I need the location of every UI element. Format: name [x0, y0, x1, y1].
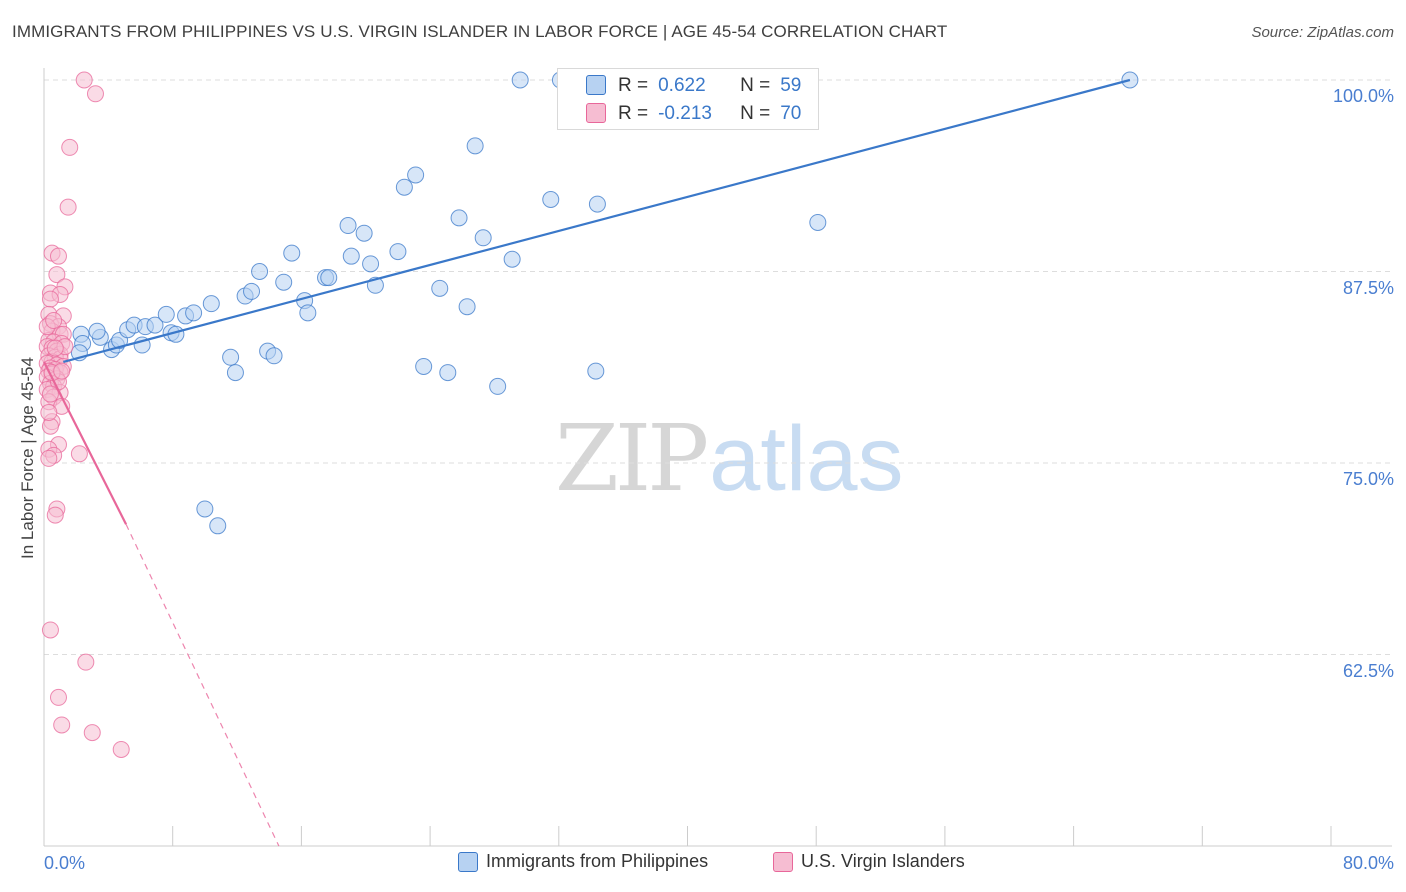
legend-swatch-pink [586, 103, 606, 123]
x-tick-label-min: 0.0% [44, 853, 86, 873]
legend-r-label: R = [618, 75, 649, 96]
data-point-blue [283, 244, 301, 262]
series-legend: Immigrants from Philippines U.S. Virgin … [0, 851, 1406, 877]
data-point-pink [41, 621, 59, 639]
data-point-blue [503, 250, 521, 268]
data-point-blue [339, 217, 357, 235]
data-point-blue [809, 213, 827, 231]
y-tick-label-87-5: 87.5% [1342, 278, 1394, 298]
data-point-pink [40, 449, 58, 467]
data-point-blue [157, 305, 175, 323]
data-point-pink [49, 688, 67, 706]
trend-line-pink [43, 361, 128, 525]
data-point-blue [185, 304, 203, 322]
data-point-blue [542, 190, 560, 208]
data-point-pink [53, 362, 71, 380]
y-axis-label: In Labor Force | Age 45-54 [18, 357, 37, 559]
data-point-blue [146, 316, 164, 334]
data-point-blue [222, 348, 240, 366]
source-credit: Source: ZipAtlas.com [1251, 24, 1394, 41]
data-point-blue [474, 229, 492, 247]
data-point-blue [251, 263, 269, 280]
data-point-blue [320, 269, 338, 287]
legend-r-label: R = [618, 103, 649, 124]
data-point-blue [299, 304, 317, 322]
data-point-blue [489, 377, 507, 395]
data-point-pink [49, 247, 67, 265]
data-point-pink [77, 653, 95, 671]
legend-swatch-blue [586, 75, 606, 95]
trend-line-extension-pink [125, 524, 280, 847]
watermark: ZIPatlas [555, 405, 904, 512]
series-swatch-pink [773, 851, 793, 872]
data-point-blue [450, 209, 468, 227]
data-point-blue [265, 347, 283, 365]
legend-n-label: N = [740, 75, 771, 96]
legend-r-value: 0.622 [658, 75, 706, 96]
data-point-blue [243, 282, 261, 300]
data-point-blue [389, 243, 407, 261]
series-legend-label: Immigrants from Philippines [486, 851, 709, 871]
data-point-blue [407, 166, 425, 184]
data-point-pink [41, 290, 59, 308]
data-point-pink [61, 138, 79, 156]
data-point-pink [75, 71, 93, 89]
legend-n-label: N = [740, 103, 771, 124]
data-point-blue [587, 362, 605, 380]
y-tick-label-62-5: 62.5% [1342, 661, 1394, 681]
legend-row-pink: R = -0.213 N = 70 [618, 101, 801, 127]
data-point-blue [226, 364, 244, 382]
legend-r-value: -0.213 [658, 103, 712, 124]
y-tick-label-100: 100.0% [1332, 86, 1394, 106]
data-point-blue [588, 195, 606, 213]
data-point-pink [40, 403, 58, 421]
series-legend-item-philippines[interactable]: Immigrants from Philippines [458, 851, 708, 872]
data-point-pink [46, 506, 64, 524]
legend-row-blue: R = 0.622 N = 59 [618, 73, 801, 99]
data-point-pink [45, 312, 63, 330]
data-point-pink [41, 385, 59, 403]
data-point-blue [458, 298, 476, 316]
watermark-zip: ZIP [555, 405, 709, 512]
data-point-blue [431, 279, 449, 297]
y-tick-label-75: 75.0% [1342, 469, 1394, 489]
data-point-pink [70, 445, 88, 463]
x-tick-label-max: 80.0% [1342, 853, 1394, 873]
data-point-blue [511, 71, 529, 89]
data-point-blue [395, 178, 413, 196]
data-point-blue [415, 357, 433, 375]
data-point-pink [86, 85, 104, 103]
trend-line-blue [63, 78, 1131, 363]
data-point-pink [112, 740, 130, 758]
data-point-blue [196, 500, 214, 518]
series-swatch-blue [458, 851, 478, 872]
data-point-blue [275, 273, 293, 291]
correlation-legend: R = 0.622 N = 59 R = -0.213 N = 70 [557, 68, 819, 130]
data-point-pink [53, 716, 71, 734]
series-legend-item-virgin-islanders[interactable]: U.S. Virgin Islanders [773, 851, 965, 872]
chart-title: IMMIGRANTS FROM PHILIPPINES VS U.S. VIRG… [12, 22, 948, 41]
series-legend-label: U.S. Virgin Islanders [801, 851, 965, 871]
data-point-blue [466, 137, 484, 155]
data-point-blue [362, 255, 380, 273]
legend-n-value: 70 [780, 103, 802, 124]
data-point-blue [88, 322, 106, 340]
data-point-blue [209, 517, 227, 535]
data-point-pink [59, 198, 77, 216]
watermark-atlas: atlas [709, 408, 904, 510]
data-point-pink [83, 724, 101, 742]
data-point-blue [439, 364, 457, 382]
legend-n-value: 59 [780, 75, 802, 96]
data-point-blue [355, 224, 373, 242]
data-point-blue [342, 247, 360, 265]
data-point-pink [46, 339, 64, 357]
data-point-blue [202, 295, 220, 313]
data-point-pink [48, 266, 66, 284]
